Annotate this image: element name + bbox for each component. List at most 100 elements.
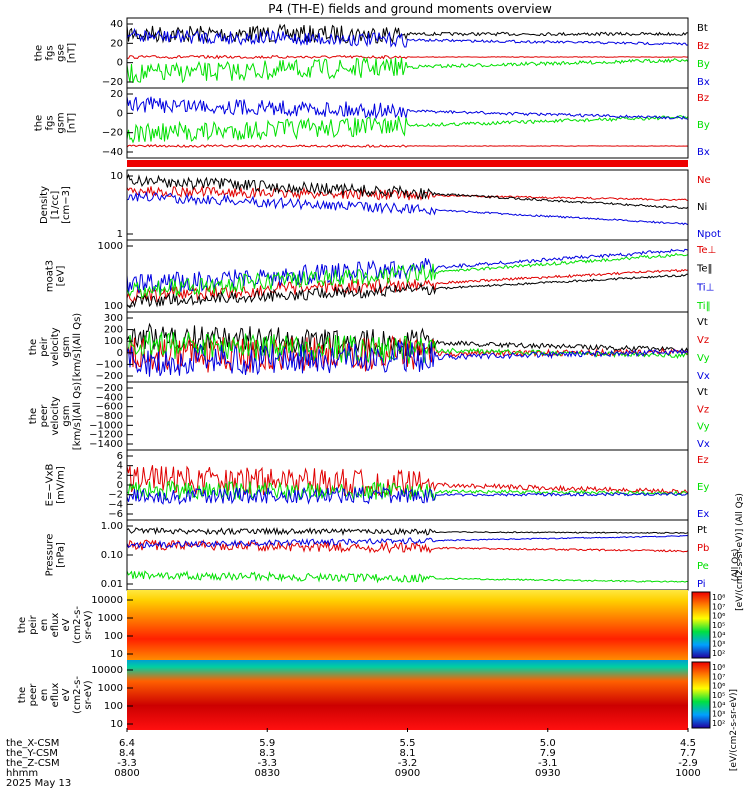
y-tick-label: 1.00 [101, 521, 123, 532]
series-line-Te‖ [126, 273, 689, 309]
legend-entry-Vy: Vy [697, 422, 710, 433]
y-tick-label: −6 [108, 509, 123, 520]
y-tick-label: −2 [108, 490, 123, 501]
colorbar-tick: 10³ [712, 640, 725, 649]
series-line-Vt [126, 322, 689, 356]
panel-3: 10 1 Ne Ni Npot Density [1/cc] [cm−3] [39, 169, 721, 241]
x-axis-row-label: the_Z-CSM [6, 758, 60, 769]
colorbar-tick: 10⁵ [712, 621, 725, 630]
x-axis-row-label: the_Y-CSM [6, 748, 58, 759]
date-label: 2025 May 13 [6, 778, 71, 789]
panel-separator-bar [127, 160, 688, 167]
colorbar-tick: 10⁶ [712, 682, 725, 691]
y-tick-label: −600 [96, 402, 123, 413]
y-tick-label: 2 [117, 470, 123, 481]
y-tick-label: −800 [96, 411, 123, 422]
y-tick-label: 0.01 [101, 579, 123, 590]
x-tick-label: 8.4 [119, 748, 135, 759]
x-tick-label: 0930 [535, 768, 560, 779]
spectrogram [127, 660, 688, 730]
y-axis-label: gsm [56, 112, 67, 133]
panel-2: 20 0 −20 −40 Bz By Bx the fgs gsm [nT] [34, 87, 710, 159]
y-tick-label: 200 [104, 325, 123, 336]
y-axis-label: velocity [50, 327, 61, 366]
plot-title: P4 (TH-E) fields and ground moments over… [268, 2, 552, 16]
legend-entry-Vx: Vx [697, 439, 710, 450]
legend-entry-Ey: Ey [697, 482, 709, 493]
spectrogram [127, 590, 688, 660]
y-axis-label: [eV] [56, 266, 67, 287]
y-axis-label: E=−VxB [45, 464, 56, 507]
y-tick-label: 10 [110, 719, 123, 730]
series-line-Ez [126, 465, 689, 497]
y-tick-label: 10000 [91, 595, 123, 606]
y-axis-label: the [17, 617, 28, 633]
y-tick-label: 10000 [91, 665, 123, 676]
y-tick-label: 0.10 [101, 550, 123, 561]
y-tick-label: −1200 [89, 430, 123, 441]
x-tick-label: -3.2 [398, 758, 418, 769]
y-axis-label: (cm2-s- [72, 606, 83, 644]
colorbar-label: [eV/(cm2-s-sr-eV)] (All Qs) [735, 493, 745, 611]
series-line-Bz [126, 54, 689, 60]
series-line-Vx [126, 340, 689, 377]
y-tick-label: −200 [96, 371, 123, 382]
y-axis-label: velocity [50, 396, 61, 435]
series-line-Npot [126, 190, 689, 226]
plot-area [127, 382, 688, 450]
y-tick-label: −1000 [89, 420, 123, 431]
series-line-Ni [126, 173, 689, 210]
y-tick-label: 0 [117, 58, 123, 69]
legend-entry-Pi: Pi [697, 579, 706, 590]
series-line-Pt [126, 526, 689, 536]
legend-entry-By: By [697, 59, 710, 70]
x-tick-label: 4.5 [680, 738, 696, 749]
y-axis-label: fgs [45, 45, 56, 60]
y-tick-label: 100 [104, 701, 123, 712]
y-axis-label: peir [39, 336, 50, 356]
colorbar-tick: 10⁶ [712, 612, 725, 621]
y-tick-label: 10 [110, 649, 123, 660]
y-tick-label: −40 [102, 147, 123, 158]
x-axis-row-label: the_X-CSM [6, 738, 59, 749]
y-tick-label: 100 [104, 336, 123, 347]
plot-frame [126, 87, 689, 159]
plot-area [127, 18, 688, 88]
legend-entry-Bz: Bz [697, 93, 709, 104]
colorbar-tick: 10² [712, 649, 725, 658]
y-axis-label: [km/s](All Qs) [72, 313, 83, 381]
y-axis-label: Pressure [45, 534, 56, 577]
colorbar-tick: 10⁴ [712, 700, 725, 709]
y-tick-label: 40 [110, 19, 123, 30]
y-tick-label: 300 [104, 313, 123, 324]
y-tick-label: −200 [96, 383, 123, 394]
legend-entry-Pe: Pe [697, 561, 709, 572]
legend-entry-Vz: Vz [697, 404, 709, 415]
y-axis-label: eV [61, 618, 72, 631]
colorbar [691, 661, 711, 729]
y-tick-label: −100 [96, 359, 123, 370]
y-axis-label: [nT] [67, 43, 78, 63]
y-axis-label: [nPa] [56, 542, 67, 568]
legend-entry-Bx: Bx [697, 147, 710, 158]
x-tick-label: -2.9 [678, 758, 698, 769]
series-line-Pb [126, 539, 689, 554]
legend-entry-Npot: Npot [697, 229, 721, 240]
series-line-Ti‖ [126, 252, 689, 299]
y-axis-label: [cm−3] [61, 186, 72, 224]
colorbar-tick: 10² [712, 719, 725, 728]
legend-entry-By: By [697, 120, 710, 131]
y-axis-label: sr-eV) [83, 680, 94, 709]
legend-entry-Vt: Vt [697, 387, 708, 398]
y-axis-label: the [17, 687, 28, 703]
y-axis-label: peer [39, 404, 50, 428]
x-tick-label: 1000 [675, 768, 700, 779]
y-axis-label: peer [28, 683, 39, 707]
legend-entry-Bt: Bt [697, 23, 708, 34]
x-tick-label: 0900 [395, 768, 420, 779]
y-axis-label: the [28, 408, 39, 424]
x-axis-row-label: hhmm [6, 768, 38, 779]
x-tick-label: -3.3 [257, 758, 277, 769]
